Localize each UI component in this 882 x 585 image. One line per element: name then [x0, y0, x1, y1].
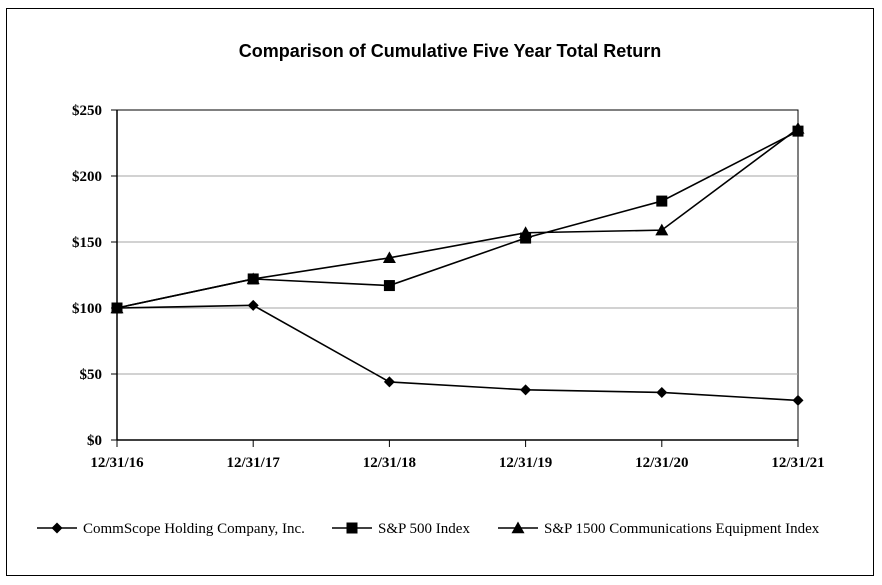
legend-label: CommScope Holding Company, Inc. — [83, 521, 305, 537]
y-tick-label: $150 — [72, 235, 102, 251]
triangle-marker — [655, 223, 669, 236]
legend-triangle-marker — [511, 521, 525, 534]
y-tick-label: $50 — [80, 367, 103, 383]
legend-item: S&P 1500 Communications Equipment Index — [498, 521, 820, 537]
y-tick-label: $200 — [72, 169, 102, 185]
legend-square-marker — [346, 522, 358, 534]
series-line-2 — [116, 127, 799, 309]
legend-item: CommScope Holding Company, Inc. — [37, 521, 305, 537]
chart-title: Comparison of Cumulative Five Year Total… — [239, 41, 661, 61]
series-line-1 — [116, 130, 799, 309]
square-marker — [383, 280, 395, 292]
diamond-marker — [656, 386, 668, 398]
x-tick-label: 12/31/18 — [363, 455, 416, 471]
x-tick-label: 12/31/21 — [771, 455, 824, 471]
y-tick-label: $0 — [87, 433, 102, 449]
triangle-marker — [519, 226, 533, 238]
diamond-marker — [247, 299, 259, 311]
y-tick-label: $100 — [72, 301, 102, 317]
diamond-marker — [383, 376, 395, 388]
triangle-marker — [791, 121, 805, 134]
triangle-marker — [246, 272, 260, 285]
x-tick-label: 12/31/16 — [90, 455, 144, 471]
x-tick-label: 12/31/17 — [227, 455, 281, 471]
x-tick-label: 12/31/19 — [499, 455, 552, 471]
x-tick-label: 12/31/20 — [635, 455, 688, 471]
legend-label: S&P 1500 Communications Equipment Index — [544, 521, 820, 537]
square-marker — [656, 195, 668, 207]
y-tick-label: $250 — [72, 103, 102, 119]
series-line-0 — [116, 304, 799, 402]
square-marker — [520, 232, 532, 244]
triangle-marker — [110, 301, 124, 314]
diamond-marker — [792, 394, 804, 406]
legend-item: S&P 500 Index — [332, 521, 470, 537]
plot-area-border — [116, 109, 799, 441]
chart-frame — [6, 8, 874, 576]
triangle-marker — [382, 251, 396, 264]
legend-diamond-marker — [51, 522, 63, 534]
legend-label: S&P 500 Index — [378, 521, 470, 537]
diamond-marker — [520, 384, 532, 396]
